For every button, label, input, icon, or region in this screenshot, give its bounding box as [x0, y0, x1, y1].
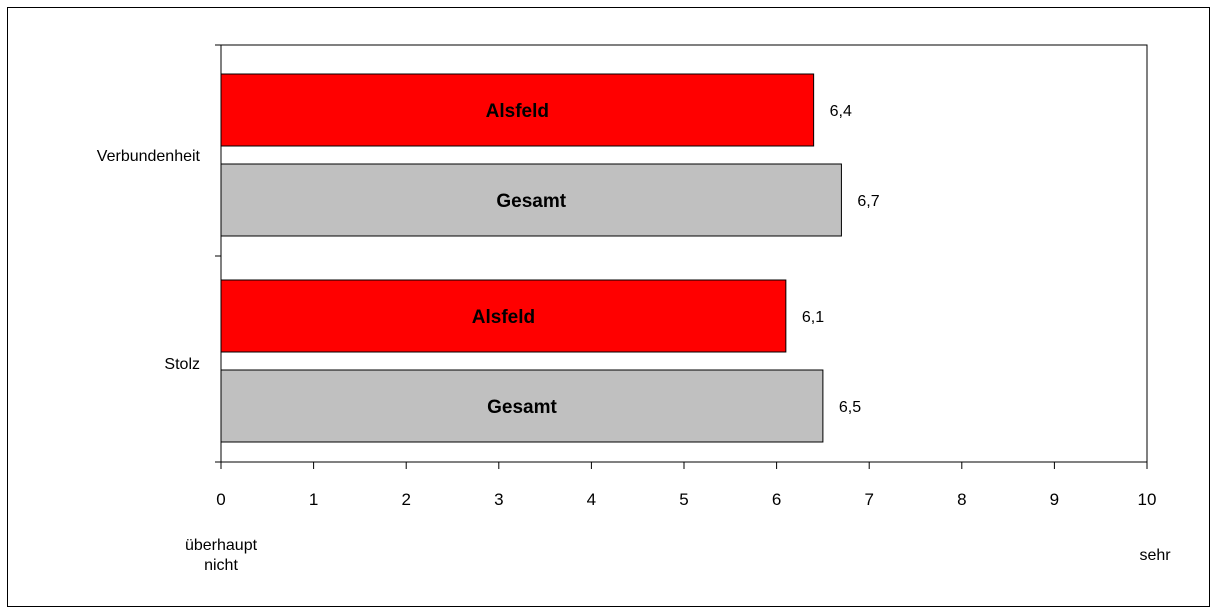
x-tick-label: 10 — [1138, 490, 1157, 509]
bar-label: Alsfeld — [472, 307, 535, 328]
x-tick-label: 1 — [309, 490, 318, 509]
x-tick-label: 2 — [401, 490, 410, 509]
bar-label: Alsfeld — [486, 101, 549, 122]
data-label: 6,5 — [839, 399, 861, 416]
data-label: 6,4 — [830, 103, 852, 120]
scale-low-label: nicht — [204, 557, 238, 574]
data-label: 6,7 — [857, 193, 879, 210]
category-label-verbundenheit: Verbundenheit — [97, 148, 201, 165]
bar-gesamt-verbundenheit — [220, 163, 842, 237]
bar-label: Gesamt — [496, 191, 566, 212]
x-tick-label: 3 — [494, 490, 503, 509]
category-label-stolz: Stolz — [164, 356, 200, 373]
x-tick-label: 5 — [679, 490, 688, 509]
x-tick-label: 8 — [957, 490, 966, 509]
bar-gesamt-stolz — [220, 369, 824, 443]
bar-label: Gesamt — [487, 397, 557, 418]
bar-alsfeld-stolz — [220, 279, 787, 353]
x-tick-label: 9 — [1050, 490, 1059, 509]
x-tick-label: 4 — [587, 490, 596, 509]
data-label: 6,1 — [802, 309, 824, 326]
scale-high-label: sehr — [1139, 547, 1171, 564]
x-tick-label: 6 — [772, 490, 781, 509]
bar-alsfeld-verbundenheit — [220, 73, 815, 147]
x-tick-label: 0 — [216, 490, 225, 509]
x-tick-label: 7 — [864, 490, 873, 509]
scale-low-label: überhaupt — [185, 537, 258, 554]
